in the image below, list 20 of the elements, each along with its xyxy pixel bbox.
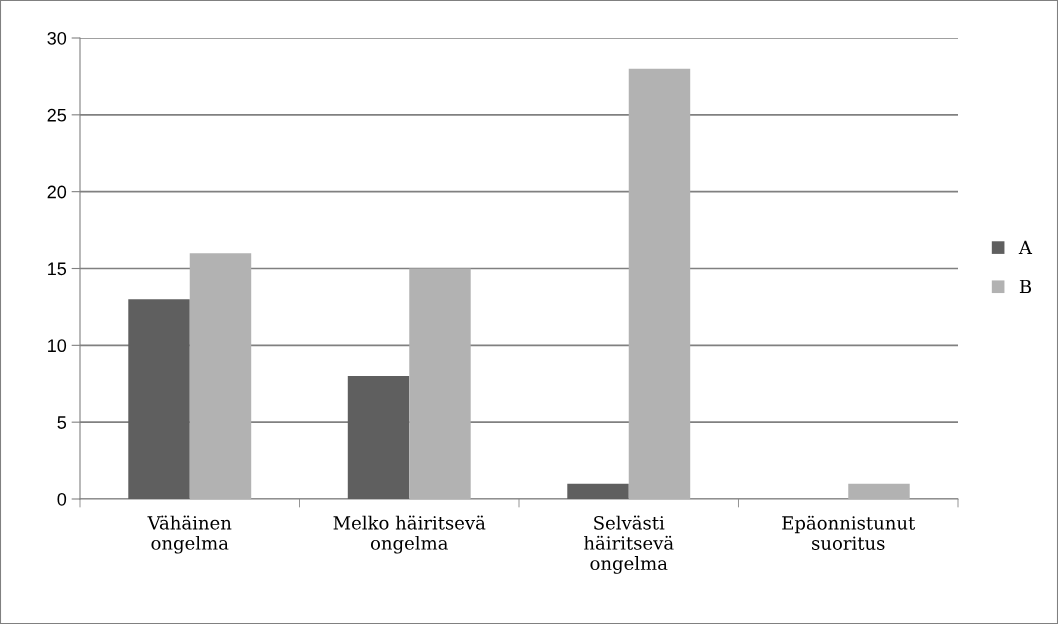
legend-label: B: [1019, 279, 1032, 294]
x-tick-label: Selvästi häiritsevä ongelma: [584, 515, 674, 574]
x-tick-label: Epäonnistunut suoritus: [782, 515, 916, 550]
bar: [128, 299, 190, 499]
y-tick-label: 10: [48, 339, 67, 353]
bar: [628, 68, 691, 499]
y-tick-label: 30: [47, 31, 67, 45]
bar: [567, 483, 629, 499]
y-tick-label: 0: [57, 492, 67, 506]
x-tick-label: Vähäinen ongelma: [147, 515, 232, 554]
bar: [347, 376, 410, 499]
bar: [409, 268, 471, 499]
x-tick-label: Melko häiritsevä ongelma: [333, 515, 486, 554]
bar: [848, 483, 910, 499]
y-tick-label: 15: [48, 262, 67, 276]
y-tick-label: 20: [47, 185, 67, 199]
y-tick-label: 5: [57, 416, 67, 429]
bar: [189, 253, 252, 499]
y-tick-label: 25: [47, 108, 67, 122]
legend-label: A: [1018, 240, 1033, 254]
